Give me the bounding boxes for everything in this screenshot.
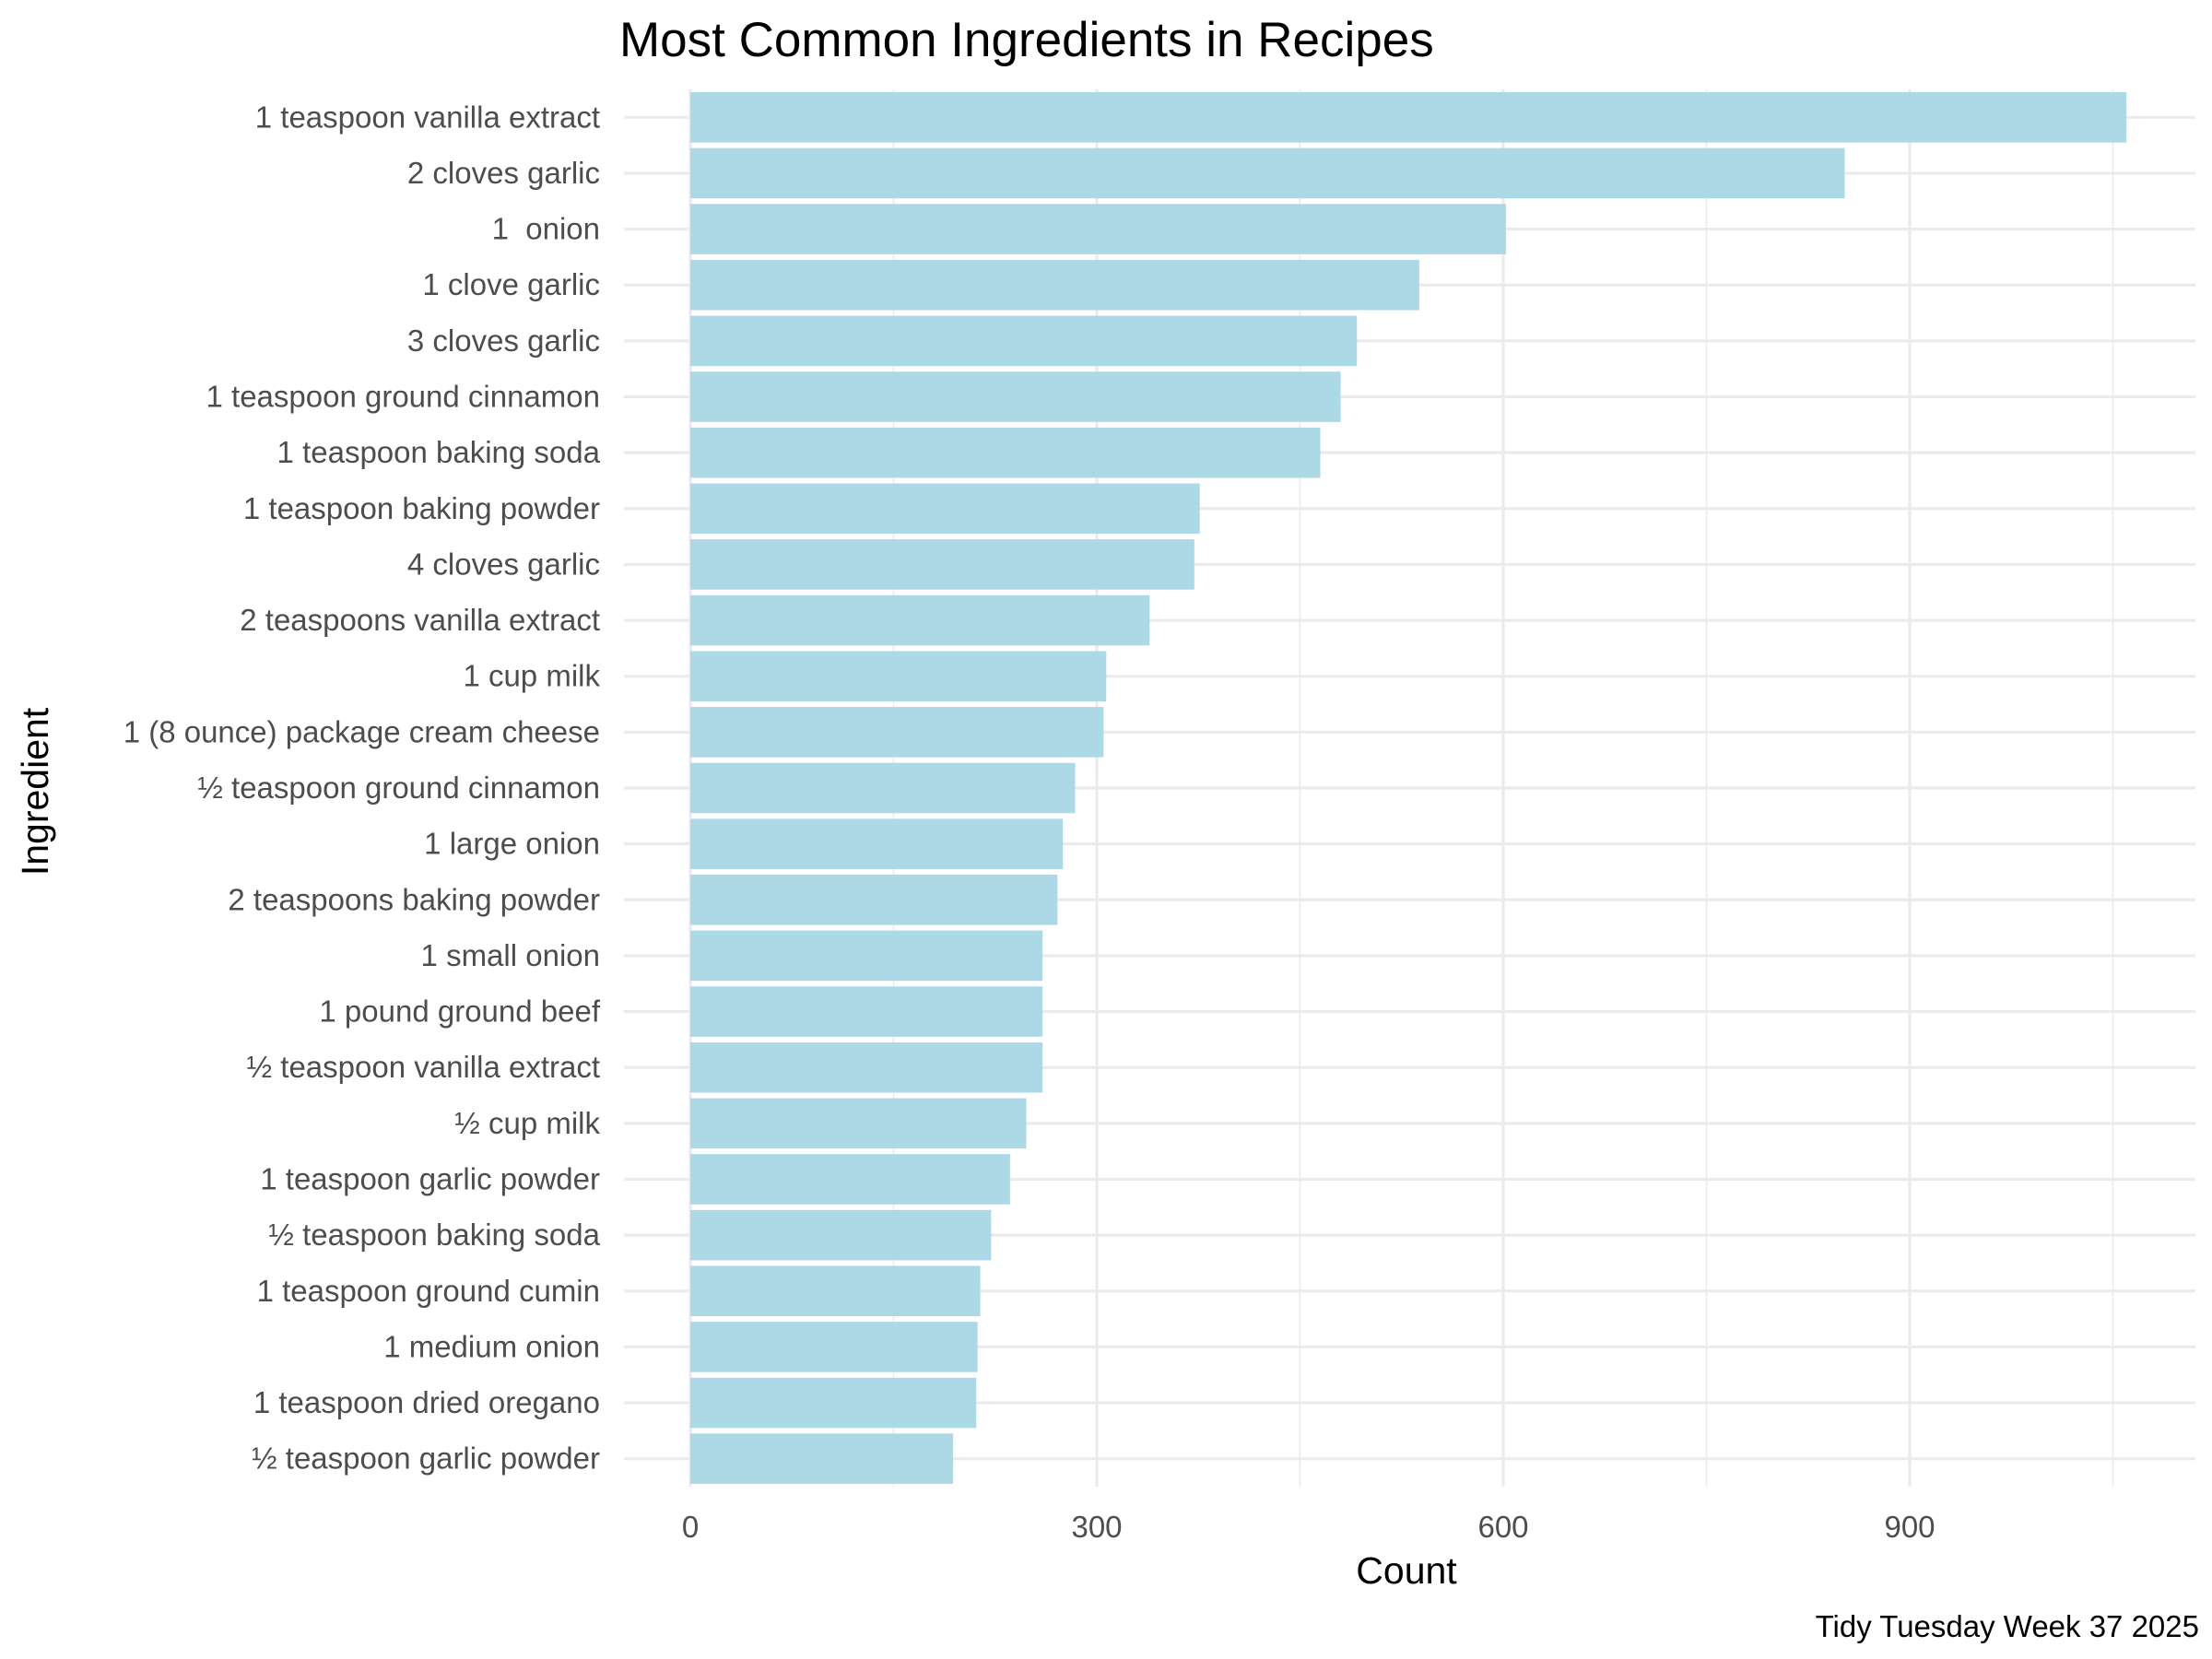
category-label: 1 (8 ounce) package cream cheese	[124, 714, 600, 748]
category-label: 1 teaspoon ground cumin	[257, 1274, 600, 1308]
bar	[690, 371, 1341, 422]
y-axis-title: Ingredient	[14, 707, 56, 876]
category-labels: 1 teaspoon vanilla extract 2 cloves garli…	[124, 100, 601, 1475]
category-label: ½ teaspoon baking soda	[268, 1218, 600, 1252]
x-tick-label: 900	[1884, 1510, 1935, 1544]
bar	[690, 1098, 1027, 1149]
bar	[690, 986, 1043, 1037]
category-label: 1 teaspoon garlic powder	[260, 1161, 600, 1195]
bar	[690, 483, 1200, 535]
bar	[690, 1433, 954, 1484]
category-label: 1 cup milk	[463, 659, 600, 693]
bar	[690, 1209, 992, 1261]
category-label: 1 teaspoon dried oregano	[253, 1385, 600, 1419]
bar	[690, 539, 1194, 590]
x-tick-labels: 0 300 600 900	[682, 1510, 1936, 1544]
bar	[690, 315, 1358, 367]
category-label: 1 teaspoon vanilla extract	[255, 100, 600, 134]
bar	[690, 707, 1104, 758]
category-label: ½ teaspoon vanilla extract	[247, 1050, 600, 1084]
category-label: 3 cloves garlic	[407, 324, 600, 358]
bar	[690, 594, 1150, 646]
bar	[690, 1154, 1010, 1205]
x-tick-label: 0	[682, 1510, 699, 1544]
category-label: 1 medium onion	[383, 1329, 600, 1363]
category-label: 2 teaspoons baking powder	[228, 882, 600, 916]
bar	[690, 651, 1107, 702]
bar	[690, 930, 1043, 982]
bar	[690, 762, 1076, 814]
bar	[690, 1265, 981, 1317]
x-tick-label: 600	[1477, 1510, 1528, 1544]
category-label: 1 small onion	[421, 938, 600, 972]
bar	[690, 147, 1845, 199]
category-label: 1 onion	[492, 212, 600, 246]
category-label: 1 large onion	[424, 827, 600, 861]
bar	[690, 818, 1064, 869]
bar	[690, 1322, 978, 1372]
category-label: 4 cloves garlic	[407, 547, 600, 581]
category-label: 1 teaspoon ground cinnamon	[206, 380, 601, 414]
chart-title: Most Common Ingredients in Recipes	[619, 13, 1434, 67]
category-label: 2 cloves garlic	[407, 156, 600, 190]
bar	[690, 259, 1419, 311]
category-label: 1 teaspoon baking powder	[243, 491, 600, 525]
bar	[690, 874, 1058, 925]
x-axis-title: Count	[1356, 1549, 1457, 1592]
chart-caption: Tidy Tuesday Week 37 2025	[1816, 1609, 2199, 1643]
category-label: ½ teaspoon ground cinnamon	[197, 771, 600, 805]
bar-layer	[690, 92, 2127, 1484]
bar	[690, 92, 2127, 143]
x-tick-label: 300	[1071, 1510, 1122, 1544]
category-label: 1 pound ground beef	[319, 994, 600, 1029]
category-label: ½ cup milk	[454, 1106, 600, 1140]
bar	[690, 427, 1321, 478]
category-label: 1 teaspoon baking soda	[277, 435, 601, 469]
bar	[690, 1377, 977, 1429]
category-label: ½ teaspoon garlic powder	[252, 1441, 600, 1476]
category-label: 1 clove garlic	[422, 267, 600, 301]
category-label: 2 teaspoons vanilla extract	[240, 603, 600, 637]
bar	[690, 1041, 1043, 1093]
bar	[690, 204, 1506, 254]
